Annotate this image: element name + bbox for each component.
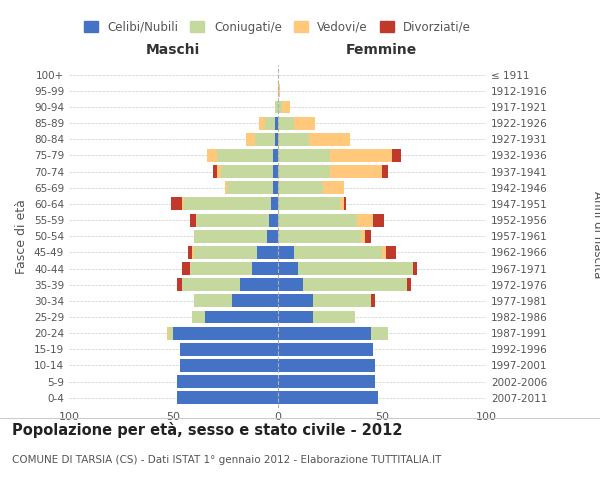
Bar bbox=[254, 133, 275, 146]
Bar bbox=[190, 262, 253, 275]
Text: Anni di nascita: Anni di nascita bbox=[590, 192, 600, 278]
Bar bbox=[206, 149, 217, 162]
Bar bbox=[382, 246, 386, 259]
Bar bbox=[205, 310, 277, 324]
Bar bbox=[298, 262, 413, 275]
Bar bbox=[217, 165, 221, 178]
Bar bbox=[275, 100, 277, 114]
Bar bbox=[274, 165, 277, 178]
Bar bbox=[221, 165, 274, 178]
Bar bbox=[382, 165, 388, 178]
Bar bbox=[277, 214, 357, 226]
Bar bbox=[277, 116, 294, 130]
Bar bbox=[277, 278, 302, 291]
Bar bbox=[365, 230, 371, 242]
Bar bbox=[194, 246, 257, 259]
Bar bbox=[274, 149, 277, 162]
Y-axis label: Fasce di età: Fasce di età bbox=[16, 199, 28, 274]
Bar bbox=[277, 262, 298, 275]
Bar bbox=[267, 230, 277, 242]
Bar bbox=[269, 214, 277, 226]
Bar bbox=[302, 278, 407, 291]
Bar bbox=[232, 294, 277, 308]
Bar bbox=[277, 310, 313, 324]
Bar bbox=[313, 310, 355, 324]
Bar bbox=[178, 278, 182, 291]
Bar bbox=[373, 214, 384, 226]
Bar bbox=[277, 149, 329, 162]
Bar bbox=[371, 294, 376, 308]
Bar bbox=[171, 198, 182, 210]
Bar bbox=[277, 133, 309, 146]
Bar bbox=[277, 343, 373, 356]
Bar bbox=[407, 278, 411, 291]
Bar bbox=[277, 182, 323, 194]
Bar bbox=[323, 182, 344, 194]
Bar bbox=[275, 133, 277, 146]
Bar bbox=[194, 294, 232, 308]
Bar bbox=[169, 326, 173, 340]
Bar bbox=[194, 230, 267, 242]
Bar bbox=[371, 326, 388, 340]
Bar bbox=[344, 198, 346, 210]
Bar bbox=[182, 198, 184, 210]
Bar bbox=[277, 84, 280, 98]
Bar bbox=[277, 198, 340, 210]
Bar bbox=[277, 230, 361, 242]
Bar bbox=[277, 359, 376, 372]
Bar bbox=[340, 198, 344, 210]
Bar bbox=[179, 343, 277, 356]
Bar bbox=[259, 116, 265, 130]
Bar bbox=[167, 326, 169, 340]
Text: Maschi: Maschi bbox=[146, 43, 200, 57]
Bar bbox=[309, 133, 350, 146]
Bar bbox=[274, 182, 277, 194]
Bar bbox=[192, 246, 194, 259]
Bar bbox=[361, 230, 365, 242]
Bar bbox=[227, 182, 274, 194]
Bar bbox=[190, 214, 196, 226]
Bar bbox=[294, 116, 315, 130]
Bar bbox=[277, 165, 329, 178]
Text: Femmine: Femmine bbox=[346, 43, 418, 57]
Bar bbox=[392, 149, 401, 162]
Bar bbox=[294, 246, 382, 259]
Bar bbox=[413, 262, 417, 275]
Bar bbox=[277, 246, 294, 259]
Text: Popolazione per età, sesso e stato civile - 2012: Popolazione per età, sesso e stato civil… bbox=[12, 422, 403, 438]
Bar bbox=[182, 278, 240, 291]
Bar bbox=[277, 375, 376, 388]
Bar bbox=[281, 100, 290, 114]
Bar bbox=[213, 165, 217, 178]
Bar bbox=[277, 100, 281, 114]
Bar bbox=[277, 392, 377, 404]
Bar bbox=[226, 182, 227, 194]
Bar bbox=[257, 246, 277, 259]
Bar bbox=[386, 246, 397, 259]
Bar bbox=[240, 278, 277, 291]
Bar bbox=[329, 165, 382, 178]
Bar bbox=[329, 149, 392, 162]
Legend: Celibi/Nubili, Coniugati/e, Vedovi/e, Divorziati/e: Celibi/Nubili, Coniugati/e, Vedovi/e, Di… bbox=[79, 16, 476, 38]
Bar bbox=[196, 214, 269, 226]
Bar bbox=[313, 294, 371, 308]
Bar bbox=[173, 326, 277, 340]
Bar bbox=[184, 198, 271, 210]
Bar bbox=[178, 392, 277, 404]
Bar bbox=[275, 116, 277, 130]
Bar bbox=[265, 116, 275, 130]
Bar bbox=[277, 294, 313, 308]
Bar bbox=[246, 133, 254, 146]
Bar bbox=[179, 359, 277, 372]
Bar bbox=[182, 262, 190, 275]
Bar bbox=[217, 149, 274, 162]
Text: COMUNE DI TARSIA (CS) - Dati ISTAT 1° gennaio 2012 - Elaborazione TUTTITALIA.IT: COMUNE DI TARSIA (CS) - Dati ISTAT 1° ge… bbox=[12, 455, 442, 465]
Bar bbox=[271, 198, 277, 210]
Bar bbox=[357, 214, 373, 226]
Bar bbox=[192, 310, 205, 324]
Bar bbox=[178, 375, 277, 388]
Bar bbox=[253, 262, 277, 275]
Bar bbox=[277, 326, 371, 340]
Bar bbox=[188, 246, 192, 259]
